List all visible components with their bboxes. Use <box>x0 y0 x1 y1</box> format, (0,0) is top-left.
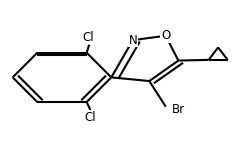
Text: N: N <box>128 34 137 47</box>
Text: Cl: Cl <box>84 111 96 124</box>
Text: Br: Br <box>171 103 184 116</box>
Text: Cl: Cl <box>82 31 93 44</box>
Text: O: O <box>161 29 170 42</box>
